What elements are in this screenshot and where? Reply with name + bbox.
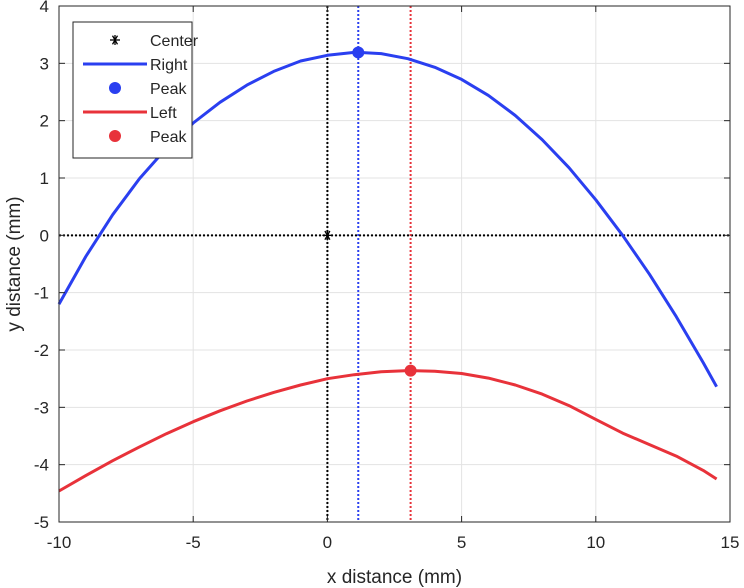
y-tick-label: -5 [34,513,49,532]
x-tick-label: 15 [721,533,740,552]
x-axis-label: x distance (mm) [327,567,462,588]
legend-dot-symbol [109,82,121,94]
y-tick-label: -2 [34,341,49,360]
legend-entry-center: Center [110,33,199,50]
legend-label: Left [150,105,177,122]
legend-entry-left: Left [83,105,177,122]
axes-box [58,5,731,523]
x-tick-label: -10 [47,533,72,552]
legend-label: Right [150,57,188,74]
legend-entry-right: Right [83,57,188,74]
legend-entry-peak: Peak [109,129,187,146]
center-marker [322,230,333,241]
y-axis-label: y distance (mm) [4,196,25,331]
x-tick-label: 0 [323,533,332,552]
legend-label: Peak [150,129,187,146]
peak-marker-3 [404,364,417,377]
legend-box [72,21,193,159]
y-tick-label: -1 [34,284,49,303]
legend-label: Center [150,33,199,50]
y-tick-label: 4 [40,0,49,16]
y-tick-label: 1 [40,169,49,188]
y-tick-label: -4 [34,456,49,475]
y-tick-label: 3 [40,54,49,73]
legend-entry-peak: Peak [109,81,187,98]
legend-asterisk-symbol [110,35,120,45]
peak-marker-1 [352,46,365,59]
y-tick-label: 2 [40,112,49,131]
x-tick-label: 5 [457,533,466,552]
y-tick-label: -3 [34,398,49,417]
legend-dot-symbol [109,130,121,142]
y-tick-label: 0 [40,226,49,245]
reference-lines [59,6,730,522]
legend: Center Right Peak Left Peak [72,21,199,159]
legend-label: Peak [150,81,187,98]
x-tick-label: -5 [186,533,201,552]
x-tick-label: 10 [586,533,605,552]
